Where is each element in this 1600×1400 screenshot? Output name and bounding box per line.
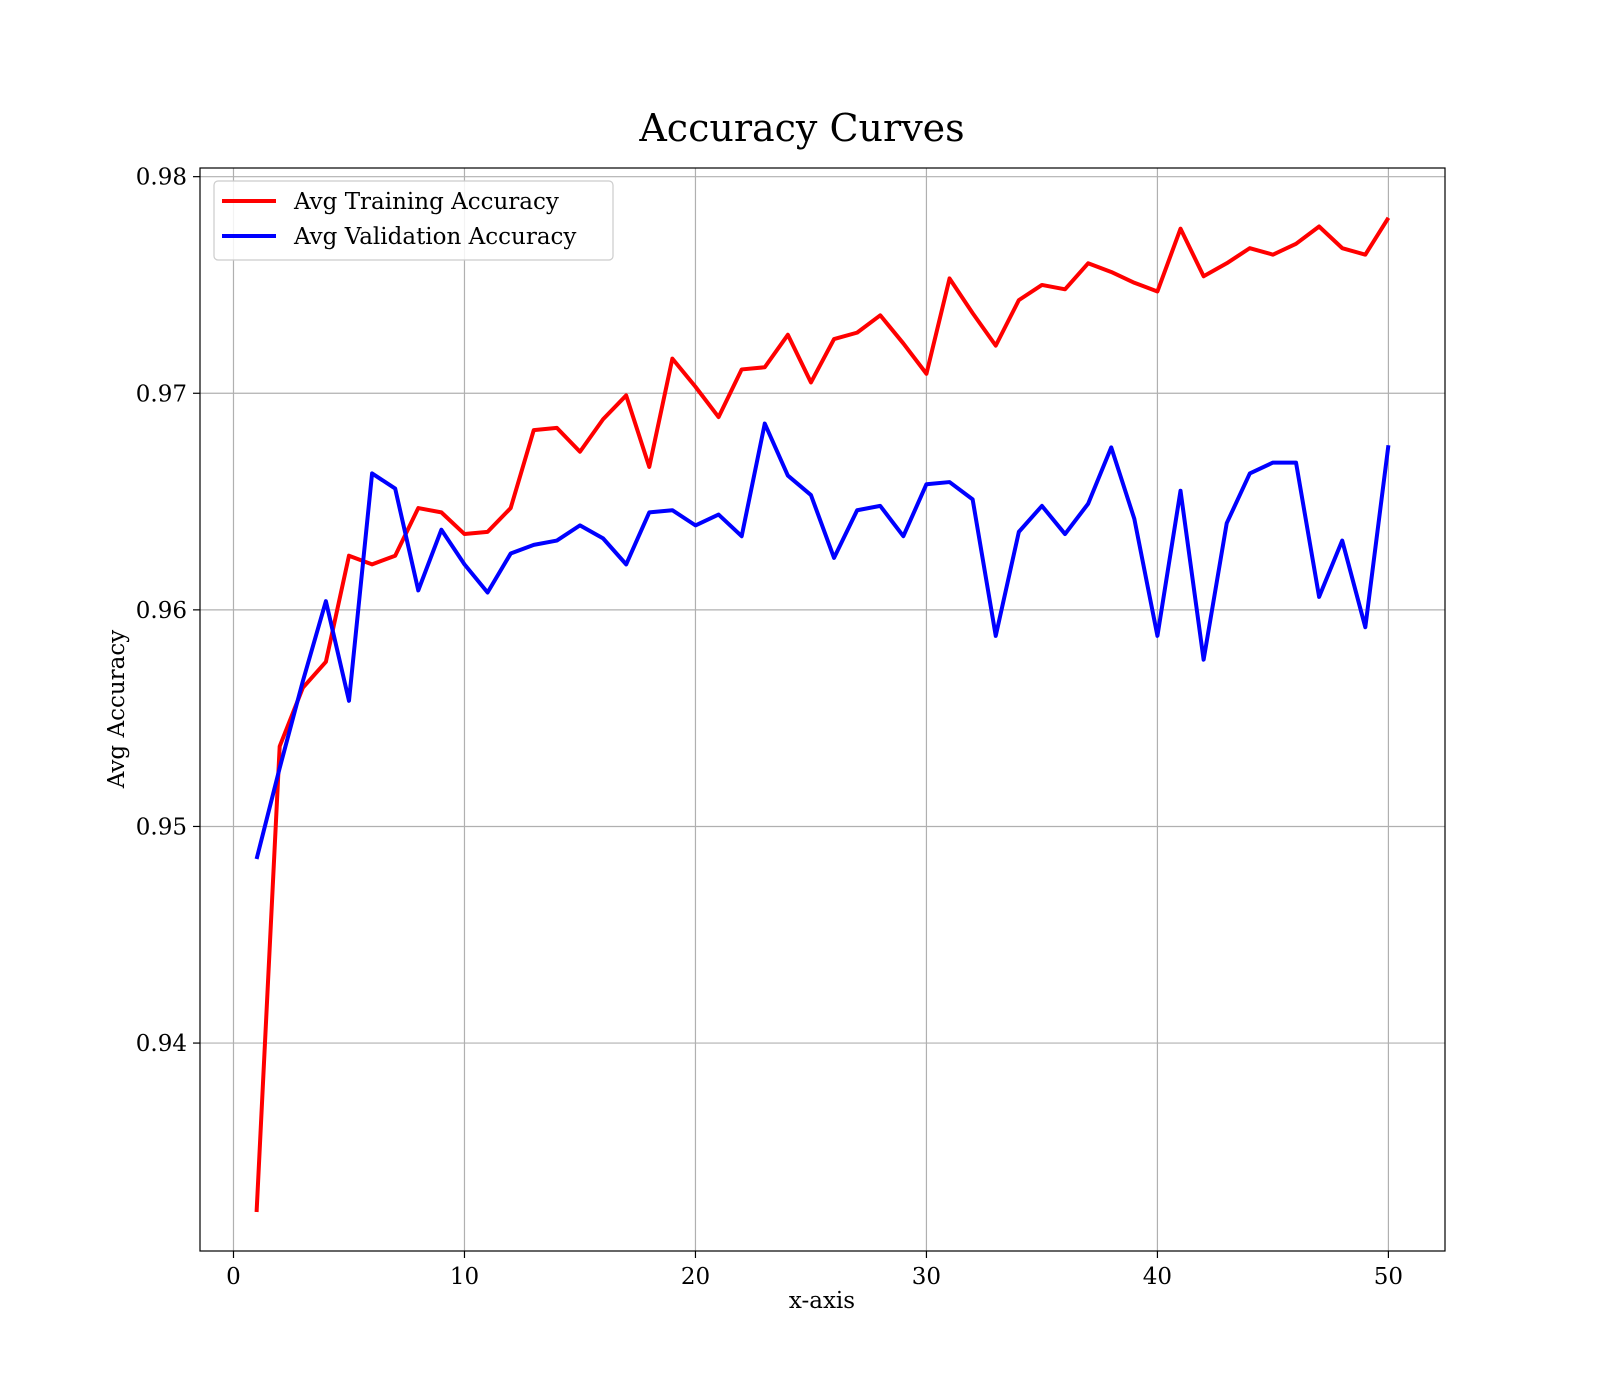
grid-lines	[200, 168, 1445, 1251]
y-tick-label: 0.97	[136, 381, 187, 407]
axis-ticks: 0 10 20 30 40 50 0.94 0.95 0.96 0.97 0.98	[136, 165, 1403, 1290]
y-tick-label: 0.98	[136, 165, 187, 191]
x-tick-label: 50	[1374, 1264, 1403, 1290]
x-tick-label: 20	[681, 1264, 710, 1290]
y-axis-label: Avg Accuracy	[104, 630, 130, 789]
legend-label-training: Avg Training Accuracy	[293, 189, 559, 215]
y-tick-label: 0.94	[136, 1031, 187, 1057]
y-tick-label: 0.96	[136, 598, 187, 624]
y-tick-label: 0.95	[136, 814, 187, 840]
chart-title: Accuracy Curves	[638, 106, 964, 150]
legend-label-validation: Avg Validation Accuracy	[293, 224, 576, 250]
x-tick-label: 40	[1143, 1264, 1172, 1290]
x-axis-label: x-axis	[789, 1288, 855, 1314]
series-lines	[254, 216, 1391, 1213]
training-accuracy-line	[254, 216, 1391, 1213]
validation-accuracy-line	[254, 421, 1391, 860]
legend: Avg Training Accuracy Avg Validation Acc…	[213, 180, 614, 261]
plot-frame	[199, 167, 1446, 1252]
x-tick-label: 30	[912, 1264, 941, 1290]
x-tick-label: 0	[226, 1264, 241, 1290]
x-tick-label: 10	[450, 1264, 479, 1290]
legend-box	[213, 180, 614, 261]
